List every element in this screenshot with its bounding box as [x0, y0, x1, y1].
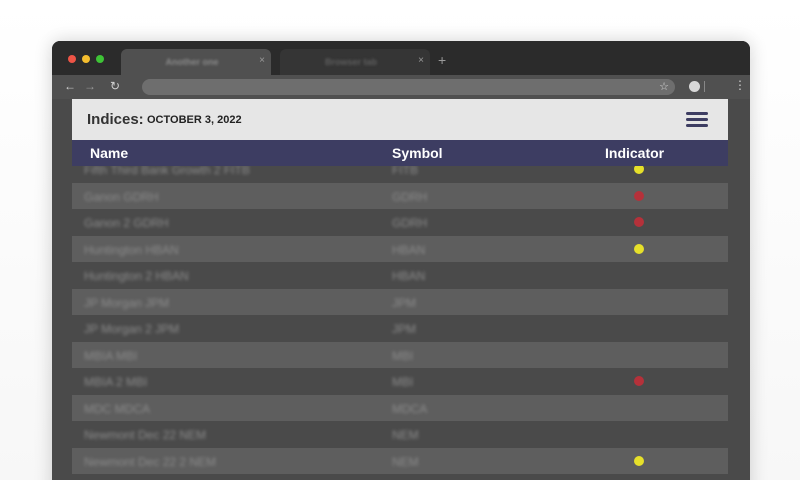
new-tab-icon[interactable]: +: [438, 52, 447, 68]
row-symbol: NEM: [392, 454, 419, 469]
hamburger-icon[interactable]: [686, 112, 708, 128]
column-header-indicator[interactable]: Indicator: [605, 145, 665, 161]
tab-label: Another one: [165, 57, 219, 67]
row-name: MBIA MBI: [84, 348, 138, 363]
row-symbol: FITB: [392, 166, 418, 177]
browser-toolbar: ← → ↻ ☆ ⋮: [52, 75, 750, 99]
status-indicator-icon: [634, 243, 644, 254]
table-row[interactable]: Newmont Dec 22 NEM NEM: [72, 421, 728, 448]
address-bar[interactable]: ☆: [142, 79, 675, 95]
tab-close-icon[interactable]: ×: [418, 55, 424, 66]
table-row[interactable]: Huntington HBAN HBAN: [72, 235, 728, 262]
table-row[interactable]: MBIA MBI MBI: [72, 341, 728, 368]
row-name: Huntington HBAN: [84, 242, 179, 257]
table-row[interactable]: JP Morgan 2 JPM JPM: [72, 315, 728, 342]
row-symbol: GDRH: [392, 189, 428, 204]
bookmark-star-icon[interactable]: ☆: [659, 81, 669, 93]
row-name: MBIA 2 MBI: [84, 375, 148, 389]
row-name: Ganon 2 GDRH: [84, 216, 169, 230]
row-symbol: GDRH: [392, 216, 428, 230]
row-name: Huntington 2 HBAN: [84, 269, 189, 283]
row-name: Fifth Third Bank Growth 2 FITB: [84, 166, 250, 177]
page-content: Indices: OCTOBER 3, 2022 Name Symbol Ind…: [52, 99, 750, 480]
table-row[interactable]: MDC MDCA MDCA: [72, 394, 728, 421]
row-symbol: MBI: [392, 375, 414, 389]
table-row[interactable]: Ganon GDRH GDRH: [72, 182, 728, 209]
table-row[interactable]: JP Morgan JPM JPM: [72, 288, 728, 315]
row-name: MDC MDCA: [84, 401, 150, 416]
status-indicator-icon: [634, 376, 644, 386]
row-symbol: JPM: [392, 295, 416, 310]
page-date: OCTOBER 3, 2022: [147, 114, 242, 126]
table-row[interactable]: Fifth Third Bank Growth 2 FITB FITB: [72, 166, 728, 183]
table-rows: Fifth Third Bank Growth 2 FITB FITB Ganon …: [72, 166, 728, 480]
row-name: JP Morgan 2 JPM: [84, 322, 180, 336]
back-arrow-icon[interactable]: ←: [64, 79, 76, 93]
browser-menu-icon[interactable]: ⋮: [734, 78, 746, 92]
page-title: Indices:: [87, 111, 144, 128]
close-window-button[interactable]: [68, 55, 76, 63]
column-header-symbol[interactable]: Symbol: [392, 145, 443, 161]
minimize-window-button[interactable]: [82, 55, 90, 63]
table-row[interactable]: Ganon 2 GDRH GDRH: [72, 209, 728, 236]
app-header: Indices: OCTOBER 3, 2022: [72, 99, 728, 140]
row-symbol: HBAN: [392, 242, 426, 257]
toolbar-divider: [704, 81, 705, 92]
row-name: Ganon GDRH: [84, 189, 159, 204]
tab-label: Browser tab: [324, 57, 377, 67]
table-row[interactable]: Huntington 2 HBAN HBAN: [72, 262, 728, 289]
row-symbol: NEM: [392, 428, 419, 442]
browser-tab-active[interactable]: Another one ×: [121, 49, 271, 75]
reload-icon[interactable]: ↻: [110, 79, 121, 93]
table-body[interactable]: Fifth Third Bank Growth 2 FITB FITB Ganon …: [72, 166, 728, 480]
browser-window: Another one × Browser tab × + ← → ↻ ☆ ⋮ …: [52, 41, 750, 480]
browser-tab-inactive[interactable]: Browser tab ×: [280, 49, 430, 75]
row-name: Newmont Dec 22 2 NEM: [84, 454, 217, 469]
status-indicator-icon: [634, 455, 644, 466]
title-bar: Another one × Browser tab × +: [52, 41, 750, 75]
status-indicator-icon: [634, 217, 644, 227]
row-symbol: MDCA: [392, 401, 428, 416]
column-header-name[interactable]: Name: [90, 145, 129, 161]
row-symbol: MBI: [392, 348, 414, 363]
row-name: Newmont Dec 22 NEM: [84, 428, 207, 442]
profile-avatar-icon[interactable]: [689, 81, 700, 92]
row-symbol: HBAN: [392, 269, 426, 283]
row-name: JP Morgan JPM: [84, 295, 170, 310]
forward-arrow-icon[interactable]: →: [84, 79, 96, 93]
row-symbol: JPM: [392, 322, 416, 336]
status-indicator-icon: [634, 166, 644, 174]
table-row[interactable]: Newmont Dec 22 2 NEM NEM: [72, 447, 728, 474]
status-indicator-icon: [634, 190, 644, 201]
maximize-window-button[interactable]: [96, 55, 104, 63]
table-row[interactable]: MBIA 2 MBI MBI: [72, 368, 728, 395]
table-header: Name Symbol Indicator: [72, 140, 728, 166]
tab-close-icon[interactable]: ×: [259, 55, 265, 66]
